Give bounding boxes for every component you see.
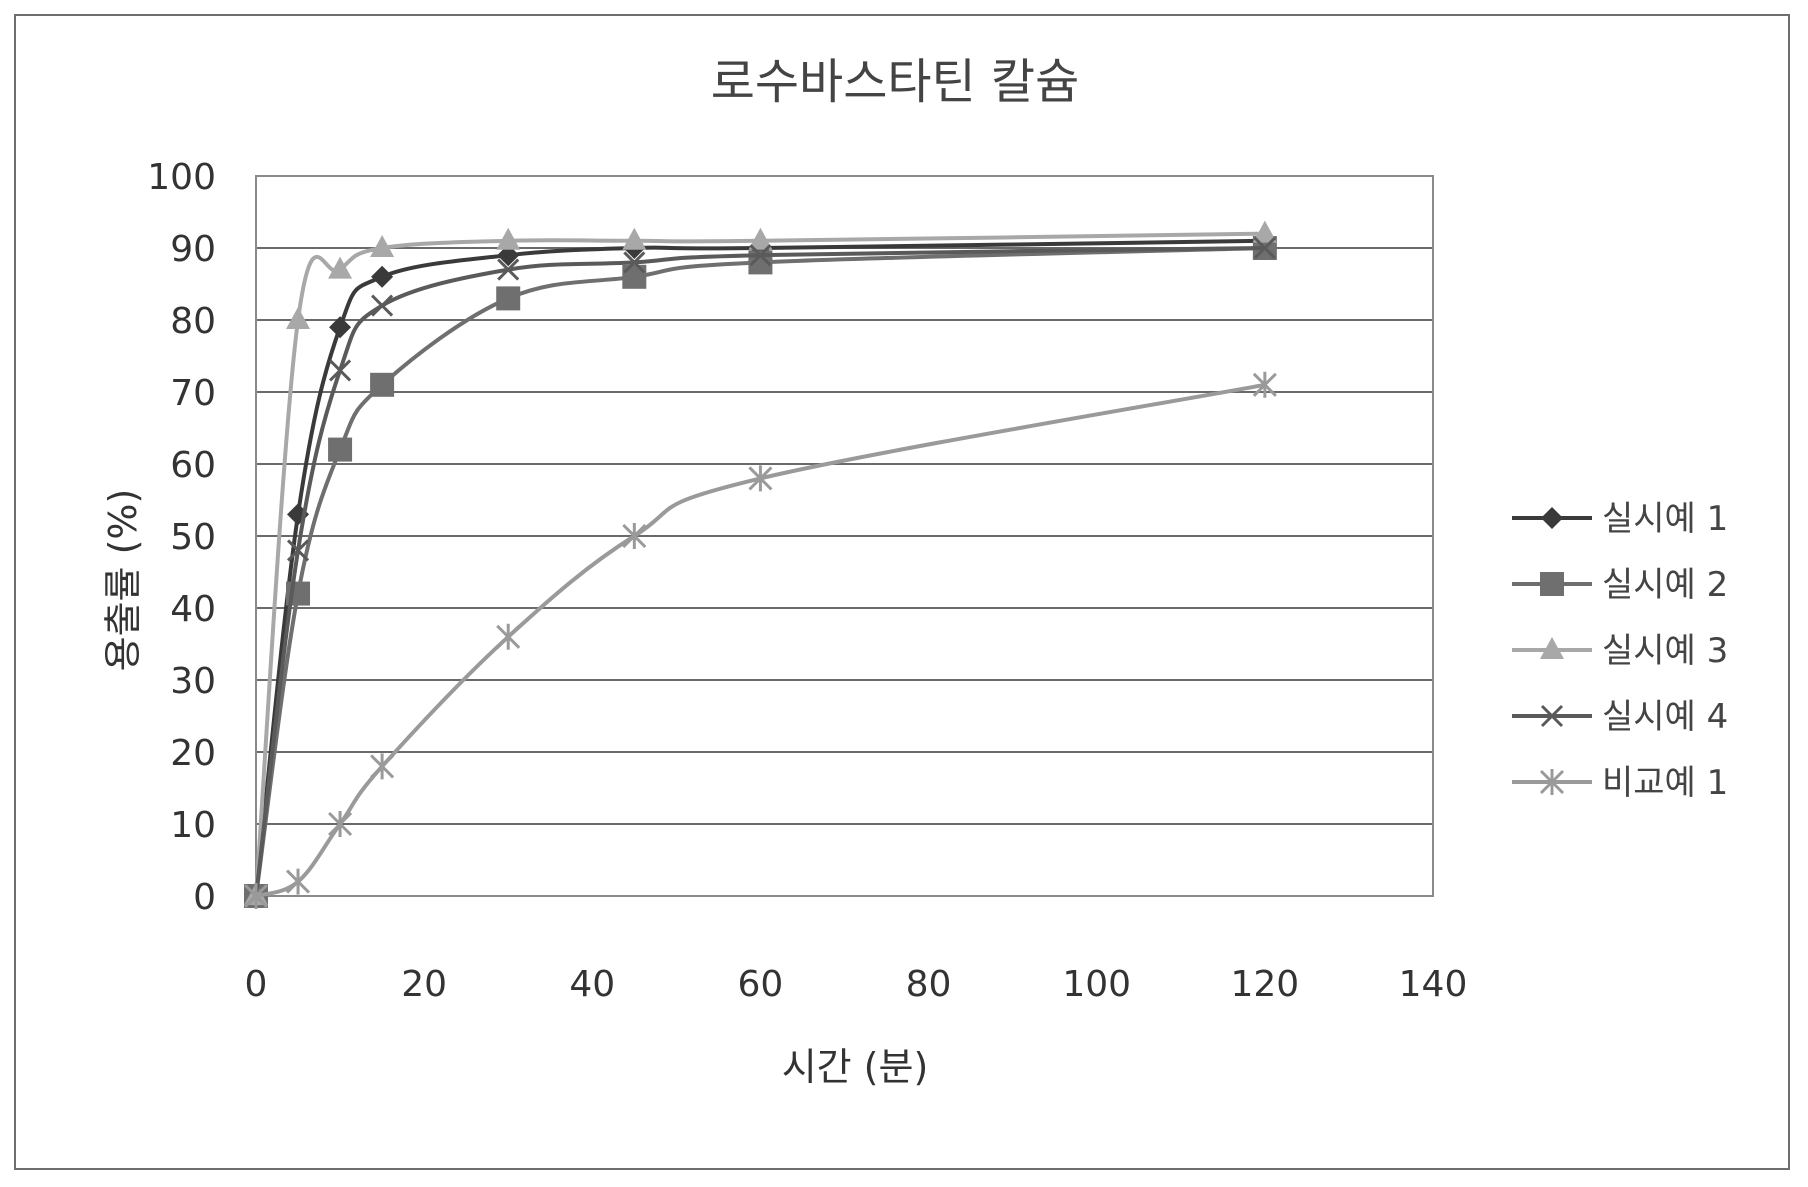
series-line <box>256 385 1265 896</box>
y-tick-label: 40 <box>170 589 216 630</box>
series-5 <box>245 372 1276 909</box>
data-point <box>372 296 392 316</box>
data-point <box>497 624 519 650</box>
x-tick-label: 140 <box>1399 964 1468 1005</box>
y-tick-label: 10 <box>170 805 216 846</box>
grid-lines <box>256 176 1433 824</box>
y-tick-label: 30 <box>170 661 216 702</box>
x-tick-label: 0 <box>245 964 268 1005</box>
legend-label: 실시예 4 <box>1602 697 1728 737</box>
y-tick-label: 60 <box>170 445 216 486</box>
x-axis-ticks: 0 20 40 60 80 100 120 140 <box>245 964 1468 1005</box>
data-point <box>330 360 350 380</box>
series-2 <box>244 236 1277 908</box>
chart-title: 로수바스타틴 칼슘 <box>711 54 1080 110</box>
x-tick-label: 80 <box>906 964 952 1005</box>
data-point <box>287 869 309 895</box>
y-tick-label: 0 <box>193 877 216 918</box>
legend-item: 실시예 4 <box>1512 697 1728 737</box>
legend-marker <box>1541 507 1563 529</box>
x-tick-label: 120 <box>1230 964 1299 1005</box>
legend-label: 실시예 2 <box>1602 565 1728 605</box>
y-axis-label: 용출률 (%) <box>101 489 145 672</box>
series-line <box>256 241 1265 896</box>
x-tick-label: 40 <box>569 964 615 1005</box>
data-point <box>622 265 646 289</box>
legend-item: 실시예 3 <box>1512 631 1728 671</box>
x-tick-label: 100 <box>1062 964 1131 1005</box>
series-line <box>256 248 1265 896</box>
data-point <box>286 307 310 329</box>
legend-label: 실시예 3 <box>1602 631 1728 671</box>
data-point <box>371 753 393 779</box>
data-point <box>371 266 393 288</box>
y-tick-label: 70 <box>170 373 216 414</box>
series-4 <box>246 238 1275 906</box>
legend-item: 비교예 1 <box>1512 763 1728 803</box>
legend-item: 실시예 1 <box>1512 499 1728 539</box>
y-tick-label: 90 <box>170 229 216 270</box>
y-axis-ticks: 0 10 20 30 40 50 60 70 80 90 100 <box>147 157 216 918</box>
x-tick-label: 60 <box>738 964 784 1005</box>
data-point <box>496 286 520 310</box>
x-tick-label: 20 <box>401 964 447 1005</box>
legend: 실시예 1 실시예 2 실시예 3 실시예 4 비교예 1 <box>1512 499 1728 803</box>
y-tick-label: 50 <box>170 517 216 558</box>
y-tick-label: 20 <box>170 733 216 774</box>
data-point <box>370 373 394 397</box>
legend-item: 실시예 2 <box>1512 565 1728 605</box>
series-line <box>256 234 1265 896</box>
legend-marker <box>1540 572 1564 596</box>
series-1 <box>245 230 1276 907</box>
data-point <box>328 438 352 462</box>
series-3 <box>244 221 1277 905</box>
legend-label: 실시예 1 <box>1602 499 1728 539</box>
y-tick-label: 100 <box>147 157 216 198</box>
y-tick-label: 80 <box>170 301 216 342</box>
x-axis-label: 시간 (분) <box>782 1045 929 1089</box>
series-line <box>256 248 1265 896</box>
legend-label: 비교예 1 <box>1602 763 1728 803</box>
series-layer <box>244 221 1277 909</box>
